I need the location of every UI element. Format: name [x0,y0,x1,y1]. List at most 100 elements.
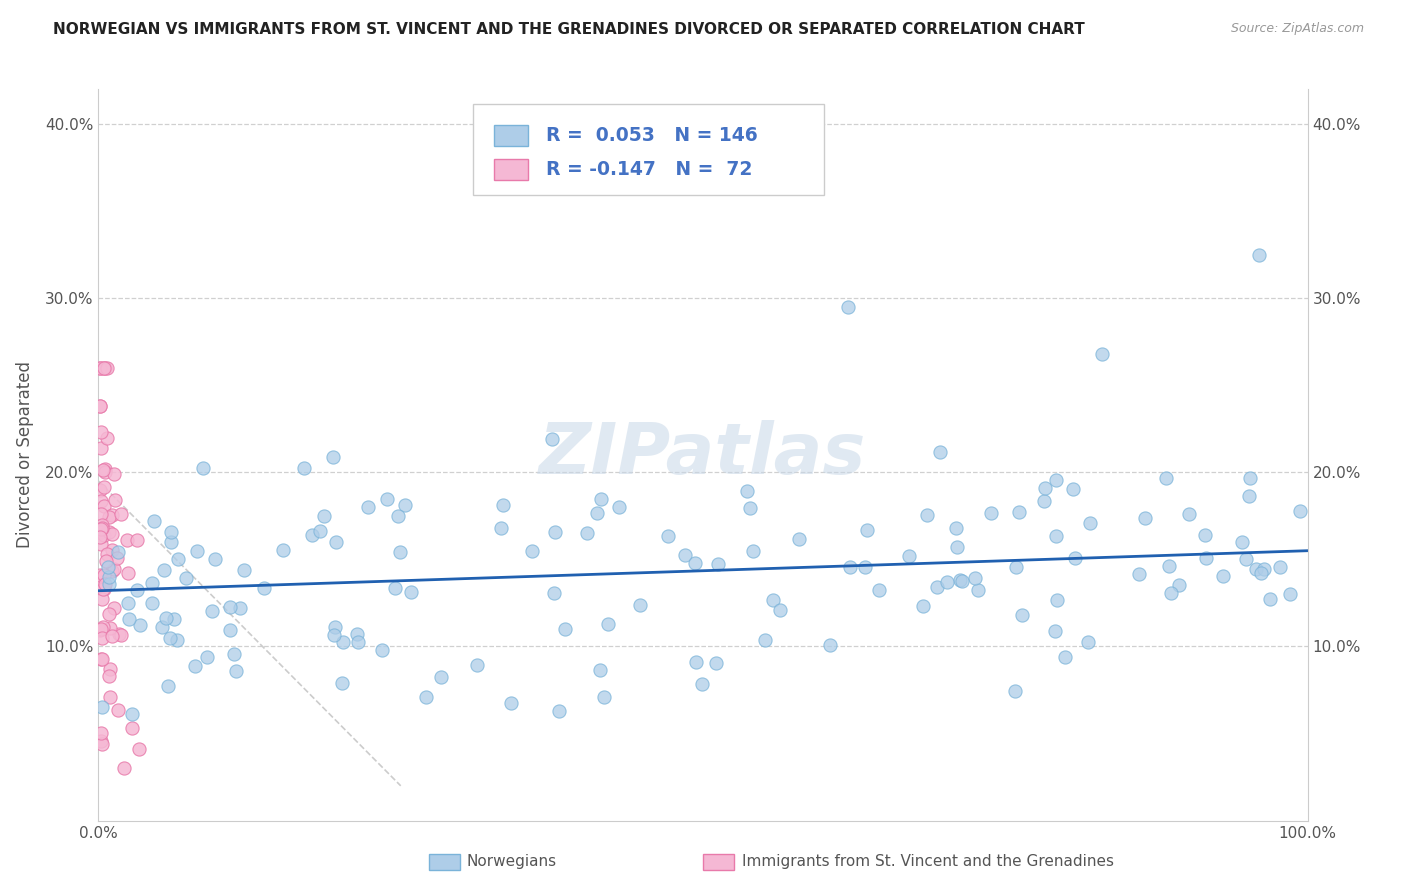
Point [90,652,112,666]
FancyBboxPatch shape [494,160,527,180]
Point [101,564,124,578]
Point [1178,508,1201,522]
Point [1064,551,1087,566]
Point [159,632,181,646]
Point [735,483,758,498]
Point [548,705,571,719]
Point [543,586,565,600]
Point [1043,624,1066,638]
Point [668,169,690,184]
Point [89,400,111,414]
Point [91,699,114,714]
Point [685,556,707,570]
Point [155,611,177,625]
Point [90,522,112,536]
Point [89,578,111,592]
Point [936,575,959,590]
Point [150,620,173,634]
Point [89,360,111,375]
Point [1194,528,1216,542]
Point [141,576,163,591]
Point [94,554,117,568]
Point [1045,529,1067,543]
Point [1011,607,1033,622]
Point [104,492,127,507]
Point [127,582,149,597]
Point [980,506,1002,520]
Point [142,514,165,528]
Point [292,460,315,475]
FancyBboxPatch shape [494,125,527,145]
Point [430,670,453,684]
Point [1258,592,1281,607]
Point [1033,493,1056,508]
Point [98,524,121,539]
Point [1005,560,1028,574]
Point [94,360,117,375]
Point [769,603,792,617]
Point [1268,560,1291,574]
Point [1160,586,1182,600]
Point [1244,562,1267,576]
Point [118,612,141,626]
Point [94,577,117,591]
Point [93,528,115,542]
Text: ZIPatlas: ZIPatlas [540,420,866,490]
Point [387,508,409,523]
Point [200,605,222,619]
Point [232,563,254,577]
Point [93,480,115,494]
Point [160,525,183,540]
Point [97,668,120,682]
Point [1077,634,1099,648]
Point [91,518,114,533]
Point [1195,550,1218,565]
Point [103,600,125,615]
Point [589,663,612,677]
Point [575,525,598,540]
Point [127,533,149,547]
Point [222,647,245,661]
Point [489,521,512,535]
Point [1053,650,1076,665]
Text: NORWEGIAN VS IMMIGRANTS FROM ST. VINCENT AND THE GRENADINES DIVORCED OR SEPARATE: NORWEGIAN VS IMMIGRANTS FROM ST. VINCENT… [53,22,1085,37]
Point [103,561,125,575]
Point [117,596,139,610]
Point [1157,558,1180,573]
Point [1239,471,1261,485]
Point [1008,505,1031,519]
Point [706,558,728,572]
Point [673,548,696,562]
Point [685,655,707,669]
Point [657,529,679,543]
Point [107,545,129,559]
Point [607,500,630,515]
Point [325,534,347,549]
Point [322,450,344,465]
Point [1045,473,1067,487]
Point [950,574,973,589]
Point [591,492,613,507]
Point [1128,567,1150,582]
Point [928,445,950,459]
Point [820,638,842,652]
Text: Immigrants from St. Vincent and the Grenadines: Immigrants from St. Vincent and the Gren… [742,855,1115,869]
Point [967,583,990,598]
Point [219,623,242,637]
Point [399,584,422,599]
Point [225,664,247,678]
Point [195,650,218,665]
Point [96,547,118,561]
Point [93,465,115,479]
Point [1253,562,1275,576]
Point [1239,489,1261,503]
Point [838,559,860,574]
Point [90,507,112,521]
Point [897,549,920,564]
Text: R = -0.147   N =  72: R = -0.147 N = 72 [546,161,752,179]
Point [1091,347,1114,361]
Point [128,742,150,756]
Point [945,521,967,535]
Point [166,632,188,647]
Point [121,722,143,736]
